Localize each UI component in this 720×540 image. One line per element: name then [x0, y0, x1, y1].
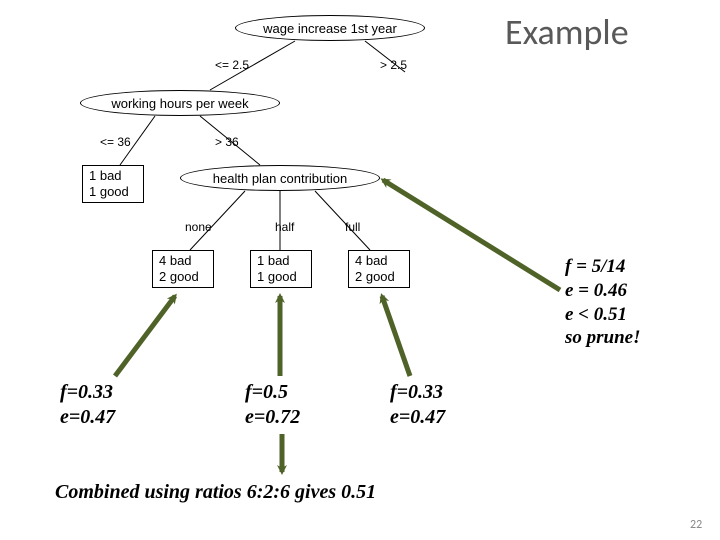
leaf-line: 2 good	[159, 269, 207, 285]
ann-line: f=0.33	[390, 380, 445, 405]
edge-label: > 2.5	[380, 58, 407, 72]
ann-line: e=0.47	[60, 405, 115, 430]
ann-line: e=0.47	[390, 405, 445, 430]
leaf-line: 1 bad	[89, 168, 137, 184]
tree-edges	[120, 41, 405, 250]
annotation-c: f=0.33 e=0.47	[390, 380, 445, 430]
edge-label: none	[185, 220, 212, 234]
annotation-a: f=0.33 e=0.47	[60, 380, 115, 430]
node-label: wage increase 1st year	[263, 21, 397, 36]
node-wage-increase: wage increase 1st year	[235, 15, 425, 41]
leaf-line: 4 bad	[355, 253, 403, 269]
edge-label: > 36	[215, 135, 239, 149]
leaf-4bad-2good-a: 4 bad 2 good	[152, 250, 214, 288]
edge-label: half	[275, 220, 294, 234]
node-label: health plan contribution	[213, 171, 347, 186]
leaf-line: 1 good	[257, 269, 305, 285]
edge-label: <= 36	[100, 135, 131, 149]
ann-line: e = 0.46	[565, 279, 641, 303]
annotation-b: f=0.5 e=0.72	[245, 380, 300, 430]
green-arrows	[115, 180, 560, 472]
arrow-a	[115, 296, 175, 376]
arrow-c	[382, 296, 410, 376]
ann-line: Combined using ratios 6:2:6 gives 0.51	[55, 481, 376, 503]
leaf-line: 1 good	[89, 184, 137, 200]
page-number: 22	[690, 518, 702, 532]
edge-label: <= 2.5	[215, 58, 249, 72]
slide-title: Example	[505, 10, 629, 54]
leaf-line: 1 bad	[257, 253, 305, 269]
annotation-combined: Combined using ratios 6:2:6 gives 0.51	[55, 480, 376, 505]
node-health-plan: health plan contribution	[180, 165, 380, 191]
node-working-hours: working hours per week	[80, 90, 280, 116]
ann-line: f = 5/14	[565, 255, 641, 279]
ann-line: so prune!	[565, 326, 641, 350]
leaf-line: 2 good	[355, 269, 403, 285]
ann-line: e < 0.51	[565, 303, 641, 327]
leaf-1bad-1good-left: 1 bad 1 good	[82, 165, 144, 203]
annotation-prune: f = 5/14 e = 0.46 e < 0.51 so prune!	[565, 255, 641, 350]
node-label: working hours per week	[111, 96, 248, 111]
edge-label: full	[345, 220, 360, 234]
ann-line: f=0.5	[245, 380, 300, 405]
ann-line: f=0.33	[60, 380, 115, 405]
leaf-line: 4 bad	[159, 253, 207, 269]
ann-line: e=0.72	[245, 405, 300, 430]
leaf-4bad-2good-b: 4 bad 2 good	[348, 250, 410, 288]
leaf-1bad-1good-b: 1 bad 1 good	[250, 250, 312, 288]
